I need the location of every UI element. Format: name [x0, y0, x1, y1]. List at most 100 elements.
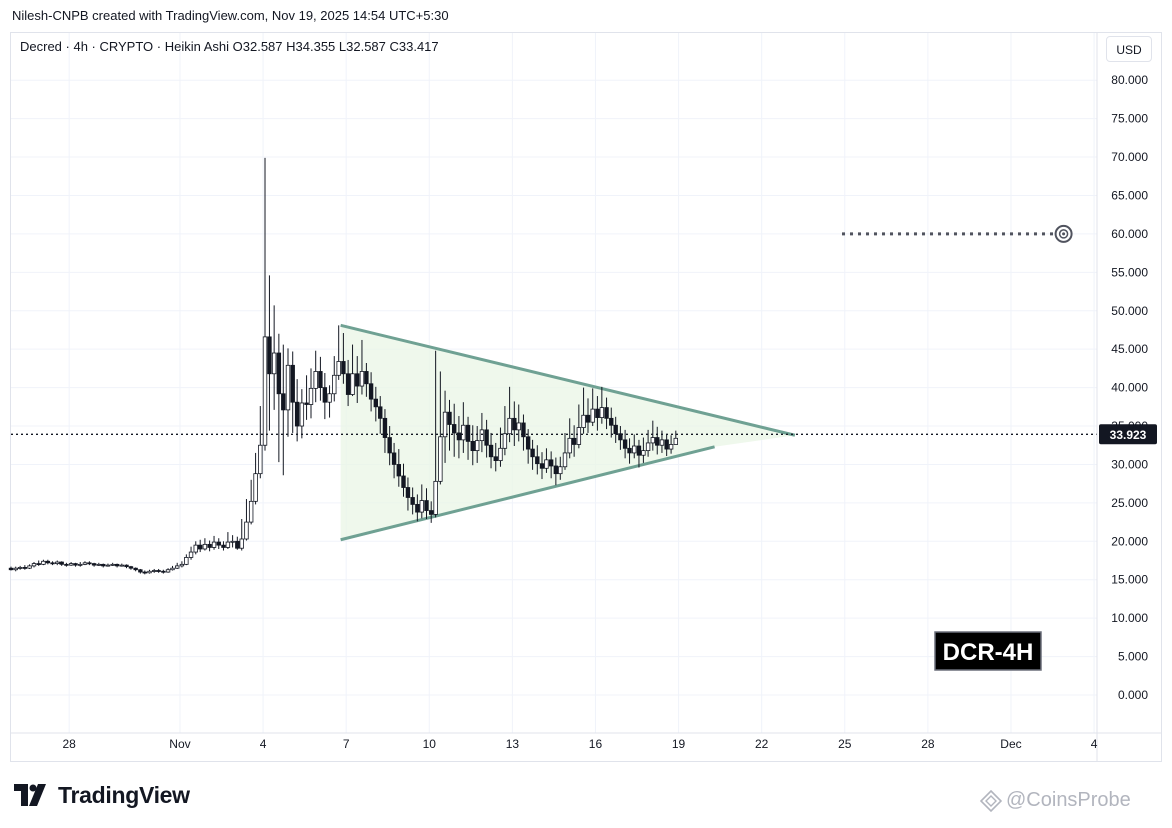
chart-panel: [10, 32, 1162, 762]
symbol-badge: DCR-4H: [934, 631, 1042, 671]
y-tick-label: 65.000: [1111, 188, 1148, 202]
candle-body: [655, 437, 660, 446]
candle-body: [8, 567, 14, 571]
candle-body: [470, 440, 475, 452]
candle-body: [521, 422, 526, 438]
x-tick-label: Nov: [169, 737, 190, 751]
triangle-fill: [340, 325, 795, 540]
currency-button[interactable]: USD: [1106, 36, 1152, 62]
candle-body: [632, 445, 637, 454]
candle-body: [211, 541, 217, 548]
x-tick-label: 28: [62, 737, 76, 751]
candle-body: [368, 383, 374, 400]
publisher-line: Nilesh-CNPB created with TradingView.com…: [12, 8, 449, 23]
y-tick-label: 50.000: [1111, 304, 1148, 318]
candle-body: [530, 448, 535, 458]
y-tick-label: 70.000: [1111, 150, 1148, 164]
candle-body: [609, 417, 614, 426]
candle-body: [322, 387, 328, 403]
candle-body: [474, 440, 480, 452]
target-marker-dot: [1062, 232, 1066, 236]
x-tick-label: 13: [506, 737, 520, 751]
candle-body: [507, 417, 512, 435]
candle-body: [96, 563, 102, 566]
candle-body: [73, 563, 78, 566]
candle-body: [41, 560, 46, 565]
candle-body: [313, 371, 318, 389]
candle-body: [345, 373, 351, 395]
candle-body: [193, 544, 198, 553]
candle-body: [525, 436, 531, 450]
candle-body: [59, 561, 64, 565]
candle-body: [235, 540, 240, 549]
y-tick-label: 5.000: [1118, 650, 1148, 664]
candle-body: [341, 361, 346, 375]
candle-body: [332, 374, 337, 395]
candle-body: [359, 371, 365, 387]
upper-trendline[interactable]: [340, 323, 796, 437]
tradingview-logo-icon: [14, 784, 46, 806]
y-tick-label: 55.000: [1111, 265, 1148, 279]
candle-body: [493, 456, 498, 462]
candle-body: [68, 563, 74, 566]
candle-body: [22, 567, 28, 569]
lower-trendline[interactable]: [340, 445, 715, 542]
candle-body: [179, 563, 185, 567]
candle-body: [516, 422, 521, 431]
candle-body: [248, 500, 254, 523]
x-tick-label: 28: [921, 737, 935, 751]
candle-body: [262, 336, 268, 446]
triangle-pattern: [340, 323, 796, 542]
candle-body: [87, 562, 92, 565]
candle-body: [604, 407, 609, 419]
x-tick-label: 4: [1091, 737, 1098, 751]
candle-body: [36, 563, 41, 565]
price-axis: 80.000 75.000 70.000 65.000 60.000 55.000 50.0…: [1096, 33, 1148, 762]
candle-body: [429, 510, 434, 515]
candle-body: [13, 567, 18, 571]
symbol-legend: Decred · 4h · CRYPTO · Heikin Ashi O32.5…: [20, 39, 439, 54]
candle-body: [299, 402, 305, 427]
candle-body: [364, 371, 369, 385]
candle-body: [188, 551, 194, 558]
candle-body: [17, 567, 23, 569]
candle-body: [622, 439, 628, 449]
target-marker-inner: [1058, 229, 1069, 239]
candle-body: [590, 408, 595, 423]
candle-body: [55, 561, 60, 564]
candle-body: [355, 373, 360, 387]
tradingview-logo[interactable]: TradingView: [14, 781, 190, 809]
candle-body: [512, 417, 517, 431]
badge-box: [934, 631, 1042, 671]
candle-body: [419, 500, 424, 513]
candle-body: [595, 408, 600, 418]
candle-body: [152, 570, 157, 572]
candle-body: [442, 411, 448, 438]
x-tick-label: 22: [755, 737, 769, 751]
candle-body: [304, 402, 309, 405]
target-level: [842, 224, 1073, 243]
candle-body: [101, 563, 106, 567]
candle-body: [285, 364, 291, 411]
candle-body: [253, 473, 258, 502]
candle-body: [202, 543, 208, 550]
candle-body: [91, 563, 97, 566]
x-tick-label: 16: [589, 737, 603, 751]
candle-body: [627, 447, 632, 454]
candle-body: [105, 564, 111, 567]
y-tick-label: 10.000: [1111, 611, 1148, 625]
diamond-logo-icon: [980, 789, 1002, 812]
candle-body: [410, 497, 415, 505]
candle-body: [585, 414, 591, 423]
candle-body: [110, 563, 115, 566]
candle-body: [664, 439, 669, 450]
y-tick-label: 35.000: [1111, 419, 1148, 433]
candle-body: [350, 373, 355, 395]
x-tick-label: 7: [343, 737, 350, 751]
y-tick-label: 60.000: [1111, 227, 1148, 241]
candle-body: [502, 433, 508, 449]
y-tick-label: 40.000: [1111, 381, 1148, 395]
candle-body: [124, 564, 129, 568]
candle-body: [138, 569, 143, 573]
